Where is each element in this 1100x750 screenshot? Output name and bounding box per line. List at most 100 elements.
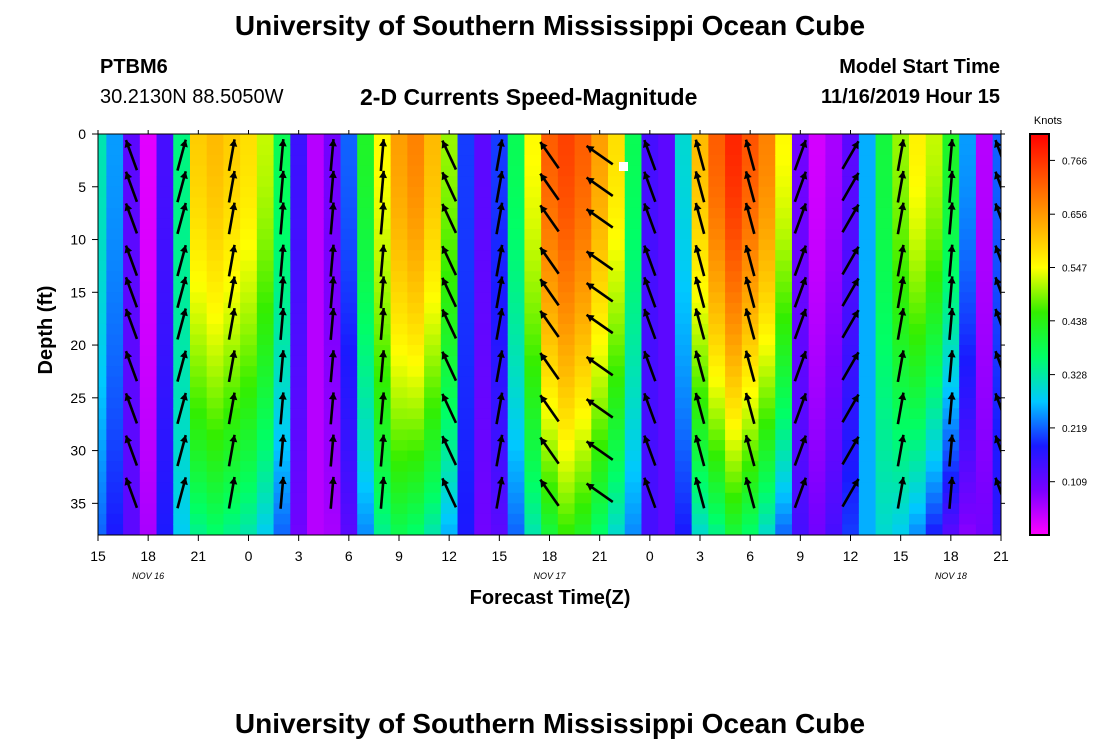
heatmap-cell <box>474 440 492 452</box>
heatmap-cell <box>390 144 408 156</box>
heatmap-cell <box>290 482 308 494</box>
heatmap-cell <box>507 366 526 378</box>
heatmap-cell <box>591 134 609 146</box>
heatmap-cell <box>909 134 927 146</box>
heatmap-cell <box>106 165 124 177</box>
heatmap-cell <box>240 355 258 367</box>
heatmap-cell <box>407 461 425 473</box>
heatmap-cell <box>708 513 726 526</box>
heatmap-cell <box>139 440 158 452</box>
heatmap-cell <box>975 471 994 483</box>
heatmap-cell <box>541 450 559 462</box>
heatmap-cell <box>557 418 576 431</box>
heatmap-cell <box>975 429 994 441</box>
heatmap-cell <box>992 503 1001 515</box>
heatmap-cell <box>708 492 726 504</box>
heatmap-cell <box>691 429 709 441</box>
heatmap-cell <box>975 450 994 462</box>
heatmap-cell <box>741 471 760 483</box>
heatmap-cell <box>390 134 408 146</box>
heatmap-cell <box>390 176 408 188</box>
heatmap-cell <box>825 345 843 357</box>
heatmap-cell <box>808 134 827 146</box>
heatmap-cell <box>98 408 107 420</box>
heatmap-cell <box>992 323 1001 336</box>
heatmap-cell <box>591 250 609 262</box>
heatmap-cell <box>925 260 944 272</box>
heatmap-cell <box>741 197 760 209</box>
heatmap-cell <box>541 503 559 515</box>
current-arrow <box>124 435 139 467</box>
heatmap-cell <box>340 355 358 367</box>
heatmap-cell <box>357 345 375 357</box>
heatmap-cell <box>574 492 592 504</box>
heatmap-cell <box>641 418 659 431</box>
heatmap-cell <box>223 387 241 399</box>
heatmap-cell <box>139 345 158 357</box>
heatmap-cell <box>608 376 626 388</box>
heatmap-cell <box>975 345 994 357</box>
heatmap-cell <box>457 313 475 325</box>
heatmap-cell <box>340 155 358 167</box>
heatmap-cell <box>725 207 743 220</box>
heatmap-cell <box>557 334 576 346</box>
heatmap-cell <box>959 418 977 431</box>
heatmap-cell <box>608 144 626 156</box>
colorbar-tick-label: 0.219 <box>1062 424 1087 435</box>
heatmap-cell <box>641 461 659 473</box>
heatmap-cell <box>541 513 559 526</box>
heatmap-cell <box>791 492 810 504</box>
x-tick-label: 18 <box>542 548 558 564</box>
heatmap-cell <box>524 218 542 230</box>
heatmap-cell <box>189 144 208 156</box>
heatmap-cell <box>98 323 107 336</box>
heatmap-cell <box>424 281 442 293</box>
heatmap-cell <box>457 292 475 304</box>
heatmap-cell <box>691 471 709 483</box>
heatmap-cell <box>557 176 576 188</box>
current-arrow <box>495 170 505 203</box>
heatmap-cell <box>240 207 258 220</box>
heatmap-cell <box>875 281 893 293</box>
heatmap-cell <box>858 176 877 188</box>
heatmap-cell <box>256 471 275 483</box>
heatmap-cell <box>156 197 174 209</box>
heatmap-cell <box>440 376 459 388</box>
heatmap-cell <box>624 302 643 314</box>
heatmap-cell <box>658 260 676 272</box>
current-arrow <box>441 393 458 424</box>
heatmap-cell <box>173 186 191 198</box>
heatmap-cell <box>323 503 342 515</box>
heatmap-cell <box>189 418 208 431</box>
heatmap-cell <box>892 302 910 314</box>
current-arrow <box>495 276 505 309</box>
heatmap-cell <box>139 144 158 156</box>
heatmap-cell <box>173 323 191 336</box>
heatmap-cell <box>206 355 225 367</box>
heatmap-cell <box>725 471 743 483</box>
heatmap-cell <box>808 323 827 336</box>
heatmap-cell <box>457 250 475 262</box>
heatmap-cell <box>741 376 760 388</box>
heatmap-cell <box>909 524 927 535</box>
heatmap-cell <box>189 176 208 188</box>
heatmap-cell <box>256 323 275 336</box>
heatmap-cell <box>307 228 325 241</box>
heatmap-cell <box>340 239 358 251</box>
heatmap-cell <box>992 387 1001 399</box>
heatmap-cell <box>708 345 726 357</box>
heatmap-cell <box>173 524 191 535</box>
y-tick-label: 25 <box>70 390 86 406</box>
heatmap-cell <box>390 366 408 378</box>
heatmap-cell <box>240 155 258 167</box>
heatmap-cell <box>156 503 174 515</box>
heatmap-cell <box>574 450 592 462</box>
heatmap-cell <box>808 355 827 367</box>
heatmap-cell <box>674 207 693 220</box>
current-arrow <box>642 139 657 171</box>
heatmap-cell <box>557 482 576 494</box>
heatmap-cell <box>574 281 592 293</box>
heatmap-cell <box>925 239 944 251</box>
heatmap-cell <box>658 239 676 251</box>
heatmap-cell <box>925 134 944 146</box>
